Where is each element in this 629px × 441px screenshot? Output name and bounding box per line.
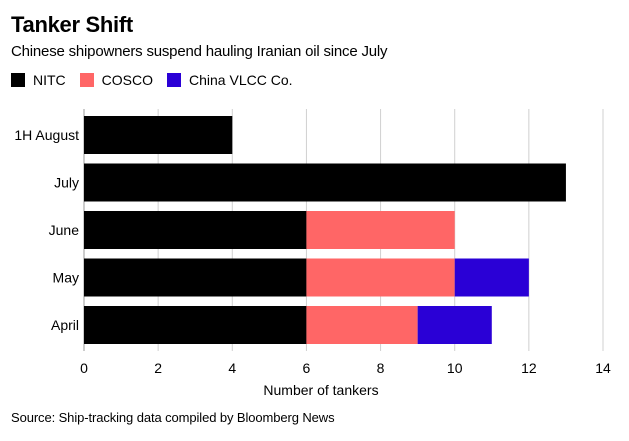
x-tick-label: 14 — [595, 360, 611, 376]
legend-label: China VLCC Co. — [189, 72, 293, 88]
x-tick-label: 6 — [303, 360, 311, 376]
legend-item-china-vlcc-co: China VLCC Co. — [167, 72, 293, 88]
bar-july-nitc — [84, 163, 566, 202]
chart-title: Tanker Shift — [11, 12, 133, 37]
bar-june-cosco — [306, 211, 455, 249]
category-labels: 1H August July June May April — [14, 127, 79, 333]
legend-swatch — [11, 73, 25, 87]
bar-april-china-vlcc-co — [417, 306, 492, 344]
bar-1h-august-nitc — [84, 116, 233, 154]
category-label: May — [53, 270, 79, 286]
x-tick-label: 0 — [80, 360, 88, 376]
x-tick-label: 8 — [377, 360, 385, 376]
x-tick-label: 2 — [154, 360, 162, 376]
bar-may-cosco — [306, 258, 455, 297]
bars — [84, 116, 566, 344]
bar-april-cosco — [306, 306, 418, 344]
category-label: 1H August — [14, 127, 79, 143]
chart-subtitle: Chinese shipowners suspend hauling Irani… — [11, 43, 388, 60]
legend: NITC COSCO China VLCC Co. — [11, 72, 307, 88]
x-tick-label: 12 — [521, 360, 537, 376]
legend-swatch — [79, 73, 94, 87]
bar-may-china-vlcc-co — [454, 258, 529, 297]
legend-label: COSCO — [101, 72, 154, 88]
bar-june-nitc — [84, 211, 307, 249]
x-tick-label: 10 — [447, 360, 463, 376]
legend-swatch — [167, 73, 182, 87]
x-tick-label: 4 — [228, 360, 236, 376]
source-note: Source: Ship-tracking data compiled by B… — [11, 410, 335, 425]
legend-label: NITC — [33, 72, 66, 88]
x-tick-labels: 0 2 4 6 8 10 12 14 — [80, 360, 611, 376]
category-label: April — [51, 317, 79, 333]
bar-may-nitc — [84, 258, 307, 297]
category-label: June — [49, 222, 80, 238]
category-label: July — [54, 175, 79, 191]
legend-item-cosco: COSCO — [79, 72, 154, 88]
bar-april-nitc — [84, 306, 307, 344]
x-axis-title: Number of tankers — [263, 382, 378, 398]
legend-item-nitc: NITC — [11, 72, 66, 88]
